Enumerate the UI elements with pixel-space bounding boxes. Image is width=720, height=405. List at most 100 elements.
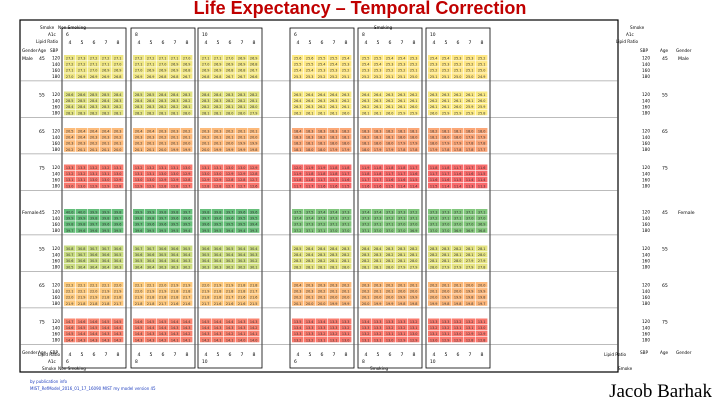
cell-value-label: 28.0 bbox=[410, 259, 418, 263]
heatmap-cell bbox=[224, 330, 236, 337]
heatmap-cell bbox=[112, 257, 124, 264]
cell-value-label: 20.2 bbox=[318, 290, 326, 294]
gender-header-label-right-bottom: Gender bbox=[676, 350, 692, 355]
sbp-label: 160 bbox=[52, 68, 60, 73]
heatmap-cell bbox=[340, 91, 352, 97]
heatmap-cell bbox=[396, 91, 408, 97]
cell-value-label: 14.1 bbox=[171, 338, 179, 342]
heatmap-cell bbox=[476, 146, 488, 152]
cell-value-label: 37.1 bbox=[478, 211, 486, 215]
sbp-label-right: 180 bbox=[642, 301, 650, 306]
cell-value-label: 40.0 bbox=[78, 211, 86, 215]
heatmap-cell bbox=[440, 182, 452, 189]
cell-value-label: 22.1 bbox=[135, 284, 143, 288]
heatmap-cell bbox=[248, 336, 260, 343]
cell-value-label: 11.7 bbox=[362, 178, 370, 182]
heatmap-cell bbox=[169, 251, 181, 258]
cell-value-label: 20.0 bbox=[362, 302, 370, 306]
a1c-value-label: 10 bbox=[202, 32, 208, 38]
cell-value-label: 26.9 bbox=[135, 75, 143, 79]
cell-value-label: 37.1 bbox=[430, 223, 438, 227]
cell-value-label: 14.2 bbox=[159, 338, 167, 342]
cell-value-label: 12.9 bbox=[102, 184, 110, 188]
heatmap-cell bbox=[464, 67, 476, 73]
sbp-label: 180 bbox=[52, 111, 60, 116]
heatmap-cell bbox=[248, 61, 260, 67]
cell-value-label: 12.0 bbox=[294, 166, 302, 170]
heatmap-cell bbox=[328, 251, 340, 258]
cell-value-label: 26.1 bbox=[398, 105, 406, 109]
cell-value-label: 13.3 bbox=[398, 320, 406, 324]
heatmap-cell bbox=[145, 103, 157, 110]
heatmap-cell bbox=[64, 67, 76, 73]
heatmap-cell bbox=[396, 164, 408, 170]
heatmap-cell bbox=[360, 140, 372, 146]
heatmap-cell bbox=[384, 103, 396, 110]
cell-value-label: 39.6 bbox=[250, 211, 258, 215]
cell-value-label: 22.1 bbox=[78, 290, 86, 294]
heatmap-cell bbox=[224, 263, 236, 270]
cell-value-label: 26.1 bbox=[410, 99, 418, 103]
cell-value-label: 14.4 bbox=[147, 326, 155, 330]
heatmap-cell bbox=[408, 336, 420, 343]
heatmap-cell bbox=[464, 336, 476, 343]
heatmap-cell bbox=[292, 128, 304, 134]
heatmap-cell bbox=[304, 140, 316, 146]
cell-value-label: 13.1 bbox=[90, 172, 98, 176]
cell-value-label: 25.1 bbox=[454, 69, 462, 73]
cell-value-label: 28.1 bbox=[362, 265, 370, 269]
heatmap-cell bbox=[181, 300, 193, 306]
heatmap-cell bbox=[248, 330, 260, 337]
cell-value-label: 27.0 bbox=[183, 57, 191, 61]
sbp-label-right: 120 bbox=[642, 246, 650, 251]
cell-value-label: 13.2 bbox=[362, 332, 370, 336]
cell-value-label: 12.9 bbox=[171, 178, 179, 182]
cell-value-label: 14.4 bbox=[202, 326, 210, 330]
cell-value-label: 13.2 bbox=[147, 166, 155, 170]
heatmap-cell bbox=[372, 73, 384, 79]
heatmap-cell bbox=[316, 209, 328, 215]
cell-value-label: 28.2 bbox=[362, 259, 370, 263]
cell-value-label: 21.8 bbox=[226, 290, 234, 294]
cell-value-label: 14.4 bbox=[78, 332, 86, 336]
cell-value-label: 37.3 bbox=[362, 217, 370, 221]
heatmap-cell bbox=[464, 215, 476, 221]
heatmap-cell bbox=[145, 330, 157, 337]
cell-value-label: 26.3 bbox=[306, 105, 314, 109]
heatmap-cell bbox=[224, 282, 236, 288]
cell-value-label: 13.2 bbox=[90, 166, 98, 170]
cell-value-label: 14.5 bbox=[135, 326, 143, 330]
cell-value-label: 25.3 bbox=[342, 63, 350, 67]
heatmap-cell bbox=[384, 336, 396, 343]
heatmap-cell bbox=[372, 324, 384, 331]
heatmap-cell bbox=[452, 91, 464, 97]
cell-value-label: 18.1 bbox=[306, 142, 314, 146]
heatmap-cell bbox=[372, 97, 384, 104]
cell-value-label: 26.2 bbox=[294, 111, 302, 115]
heatmap-cell bbox=[100, 215, 112, 221]
cell-value-label: 27.3 bbox=[78, 57, 86, 61]
heatmap-cell bbox=[340, 97, 352, 104]
cell-value-label: 20.2 bbox=[66, 148, 74, 152]
cell-value-label: 13.0 bbox=[478, 326, 486, 330]
sbp-label: 140 bbox=[52, 171, 60, 176]
cell-value-label: 11.5 bbox=[430, 184, 438, 188]
heatmap-cell bbox=[236, 140, 248, 146]
heatmap-cell bbox=[88, 336, 100, 343]
cell-value-label: 30.5 bbox=[114, 253, 122, 257]
cell-value-label: 25.2 bbox=[454, 63, 462, 67]
cell-value-label: 21.8 bbox=[214, 290, 222, 294]
heatmap-cell bbox=[328, 245, 340, 251]
cell-value-label: 37.1 bbox=[374, 223, 382, 227]
heatmap-cell bbox=[408, 245, 420, 251]
cell-value-label: 13.1 bbox=[159, 166, 167, 170]
cell-value-label: 26.9 bbox=[250, 57, 258, 61]
cell-value-label: 13.1 bbox=[102, 172, 110, 176]
heatmap-cell bbox=[464, 263, 476, 270]
cell-value-label: 25.4 bbox=[442, 57, 450, 61]
cell-value-label: 39.8 bbox=[90, 217, 98, 221]
cell-value-label: 21.8 bbox=[147, 296, 155, 300]
heatmap-cell bbox=[100, 227, 112, 233]
heatmap-cell bbox=[408, 294, 420, 300]
age-label: 75 bbox=[39, 320, 45, 326]
